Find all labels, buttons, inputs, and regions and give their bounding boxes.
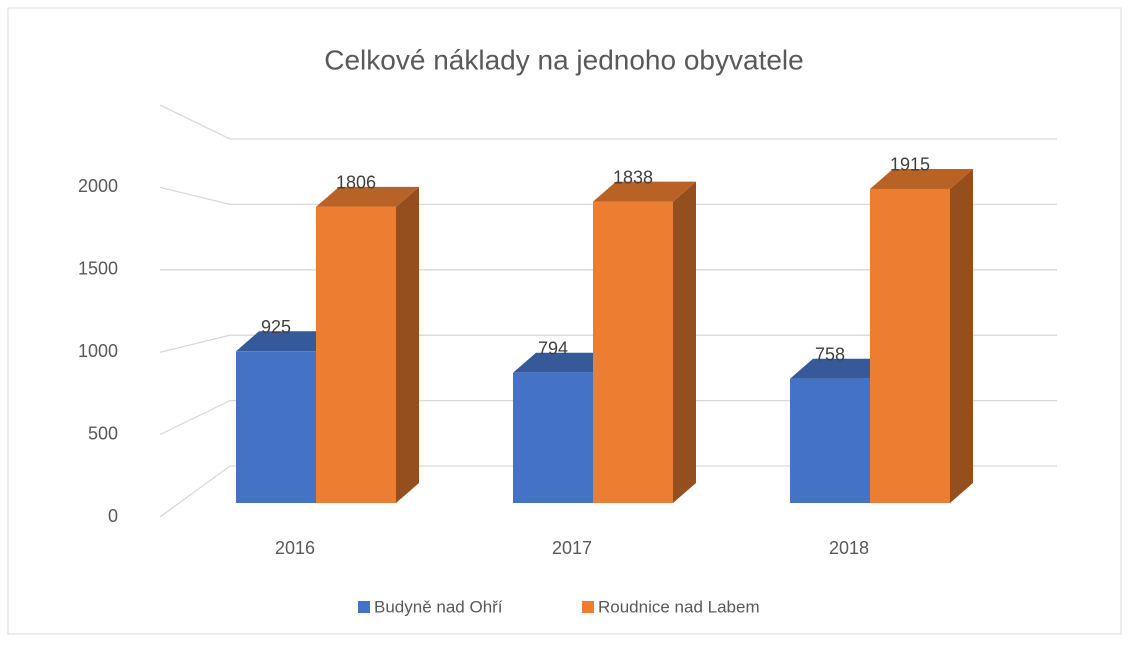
grid-line bbox=[159, 186, 1057, 206]
bar-front bbox=[593, 201, 673, 503]
data-label: 1915 bbox=[890, 155, 930, 175]
y-tick-label: 2000 bbox=[78, 176, 118, 196]
bar-side bbox=[396, 186, 419, 504]
legend-label: Budyně nad Ohří bbox=[374, 597, 503, 616]
y-tick-label: 1000 bbox=[78, 341, 118, 361]
chart-title: Celkové náklady na jednoho obyvatele bbox=[324, 44, 803, 75]
data-label: 758 bbox=[815, 344, 845, 364]
data-label: 1806 bbox=[336, 173, 376, 193]
bar-side bbox=[950, 168, 973, 503]
bar-top bbox=[236, 331, 339, 352]
y-tick-label: 1500 bbox=[78, 259, 118, 279]
bar bbox=[316, 186, 419, 504]
bar-front bbox=[790, 378, 870, 503]
x-tick-label: 2017 bbox=[552, 538, 592, 558]
x-tick-label: 2016 bbox=[275, 538, 315, 558]
bar-top bbox=[513, 352, 616, 373]
data-label: 1838 bbox=[613, 167, 653, 187]
bar-top bbox=[316, 186, 419, 207]
legend-label: Roudnice nad Labem bbox=[598, 597, 760, 616]
grid-line bbox=[159, 465, 1057, 518]
data-label: 794 bbox=[538, 339, 568, 359]
bar-top bbox=[593, 181, 696, 202]
bar-top bbox=[790, 358, 893, 379]
bar bbox=[593, 181, 696, 503]
legend-swatch bbox=[358, 601, 370, 613]
bar bbox=[513, 352, 616, 503]
bar-front bbox=[236, 351, 316, 503]
data-label: 925 bbox=[261, 317, 291, 337]
bar-front bbox=[316, 206, 396, 504]
grid-line bbox=[159, 334, 1057, 353]
y-tick-label: 500 bbox=[88, 423, 118, 443]
bar-front bbox=[513, 372, 593, 503]
x-tick-label: 2018 bbox=[829, 538, 869, 558]
grid-line bbox=[159, 104, 1057, 140]
bar-side bbox=[673, 181, 696, 503]
legend-swatch bbox=[582, 601, 594, 613]
bar-top bbox=[870, 168, 973, 189]
y-tick-label: 0 bbox=[108, 506, 118, 526]
bar bbox=[870, 168, 973, 503]
grid-line bbox=[159, 399, 1057, 436]
bar-front bbox=[870, 188, 950, 503]
